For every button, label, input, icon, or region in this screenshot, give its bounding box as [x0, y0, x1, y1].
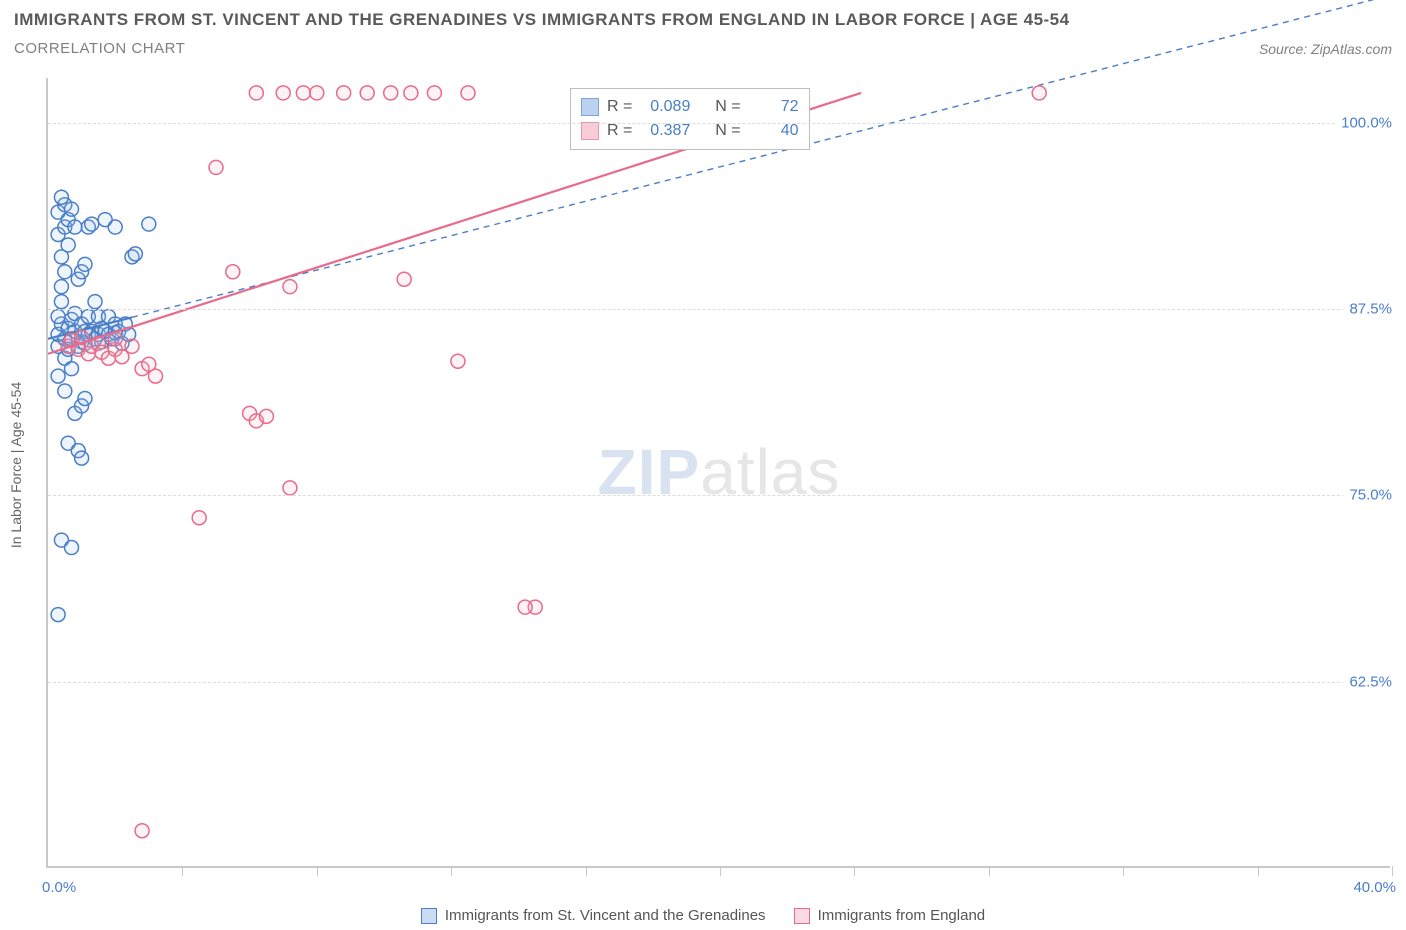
legend-item-1: Immigrants from St. Vincent and the Gren… [421, 907, 766, 924]
data-point [54, 280, 68, 294]
chart-subtitle: CORRELATION CHART [14, 40, 185, 57]
data-point [404, 86, 418, 100]
gridline [48, 495, 1390, 496]
data-point [65, 362, 79, 376]
y-axis-label: 62.5% [1343, 673, 1392, 690]
data-point [360, 86, 374, 100]
data-point [192, 511, 206, 525]
gridline [48, 682, 1390, 683]
data-point [283, 481, 297, 495]
data-point [249, 86, 263, 100]
data-point [65, 202, 79, 216]
data-point [51, 309, 65, 323]
legend-swatch-1 [421, 908, 437, 924]
x-tick [854, 866, 855, 876]
x-axis-label-max: 40.0% [1353, 879, 1396, 896]
data-point [88, 295, 102, 309]
x-tick [317, 866, 318, 876]
data-point [337, 86, 351, 100]
data-point [451, 354, 465, 368]
legend-swatch-2 [794, 908, 810, 924]
x-tick [451, 866, 452, 876]
x-tick [586, 866, 587, 876]
chart-area: ZIPatlas R = 0.089 N = 72 R = 0.387 N = … [46, 78, 1390, 868]
data-point [65, 541, 79, 555]
data-point [54, 295, 68, 309]
data-point [142, 217, 156, 231]
data-point [310, 86, 324, 100]
legend-label-1: Immigrants from St. Vincent and the Gren… [445, 907, 766, 924]
data-point [125, 339, 139, 353]
gridline [48, 123, 1390, 124]
chart-title: IMMIGRANTS FROM ST. VINCENT AND THE GREN… [14, 10, 1070, 30]
y-axis-label: 87.5% [1343, 301, 1392, 318]
data-point [226, 265, 240, 279]
x-tick [1258, 866, 1259, 876]
stats-box: R = 0.089 N = 72 R = 0.387 N = 40 [570, 88, 810, 150]
data-point [461, 86, 475, 100]
stats-swatch-2 [581, 122, 599, 140]
data-point [75, 451, 89, 465]
data-point [108, 220, 122, 234]
data-point [259, 409, 273, 423]
data-point [54, 190, 68, 204]
data-point [68, 220, 82, 234]
data-point [78, 257, 92, 271]
data-point [78, 391, 92, 405]
x-tick [720, 866, 721, 876]
data-point [518, 600, 532, 614]
data-point [276, 86, 290, 100]
x-axis-label-min: 0.0% [42, 879, 76, 896]
data-point [209, 160, 223, 174]
x-tick [989, 866, 990, 876]
data-point [149, 369, 163, 383]
source-label: Source: ZipAtlas.com [1259, 41, 1392, 57]
gridline [48, 309, 1390, 310]
scatter-plot [48, 78, 1390, 866]
stats-swatch-1 [581, 98, 599, 116]
data-point [1032, 86, 1046, 100]
data-point [135, 824, 149, 838]
data-point [397, 272, 411, 286]
y-axis-title: In Labor Force | Age 45-54 [8, 382, 24, 548]
legend: Immigrants from St. Vincent and the Gren… [0, 907, 1406, 924]
data-point [283, 280, 297, 294]
y-axis-label: 100.0% [1335, 114, 1392, 131]
data-point [51, 608, 65, 622]
data-point [51, 369, 65, 383]
data-point [58, 384, 72, 398]
data-point [384, 86, 398, 100]
x-tick [1123, 866, 1124, 876]
data-point [296, 86, 310, 100]
data-point [58, 265, 72, 279]
x-tick [182, 866, 183, 876]
data-point [128, 247, 142, 261]
x-tick [1392, 866, 1393, 876]
y-axis-label: 75.0% [1343, 487, 1392, 504]
stats-row-1: R = 0.089 N = 72 [581, 95, 799, 119]
legend-label-2: Immigrants from England [818, 907, 986, 924]
subtitle-row: CORRELATION CHART Source: ZipAtlas.com [14, 40, 1392, 57]
legend-item-2: Immigrants from England [794, 907, 986, 924]
data-point [427, 86, 441, 100]
data-point [85, 217, 99, 231]
